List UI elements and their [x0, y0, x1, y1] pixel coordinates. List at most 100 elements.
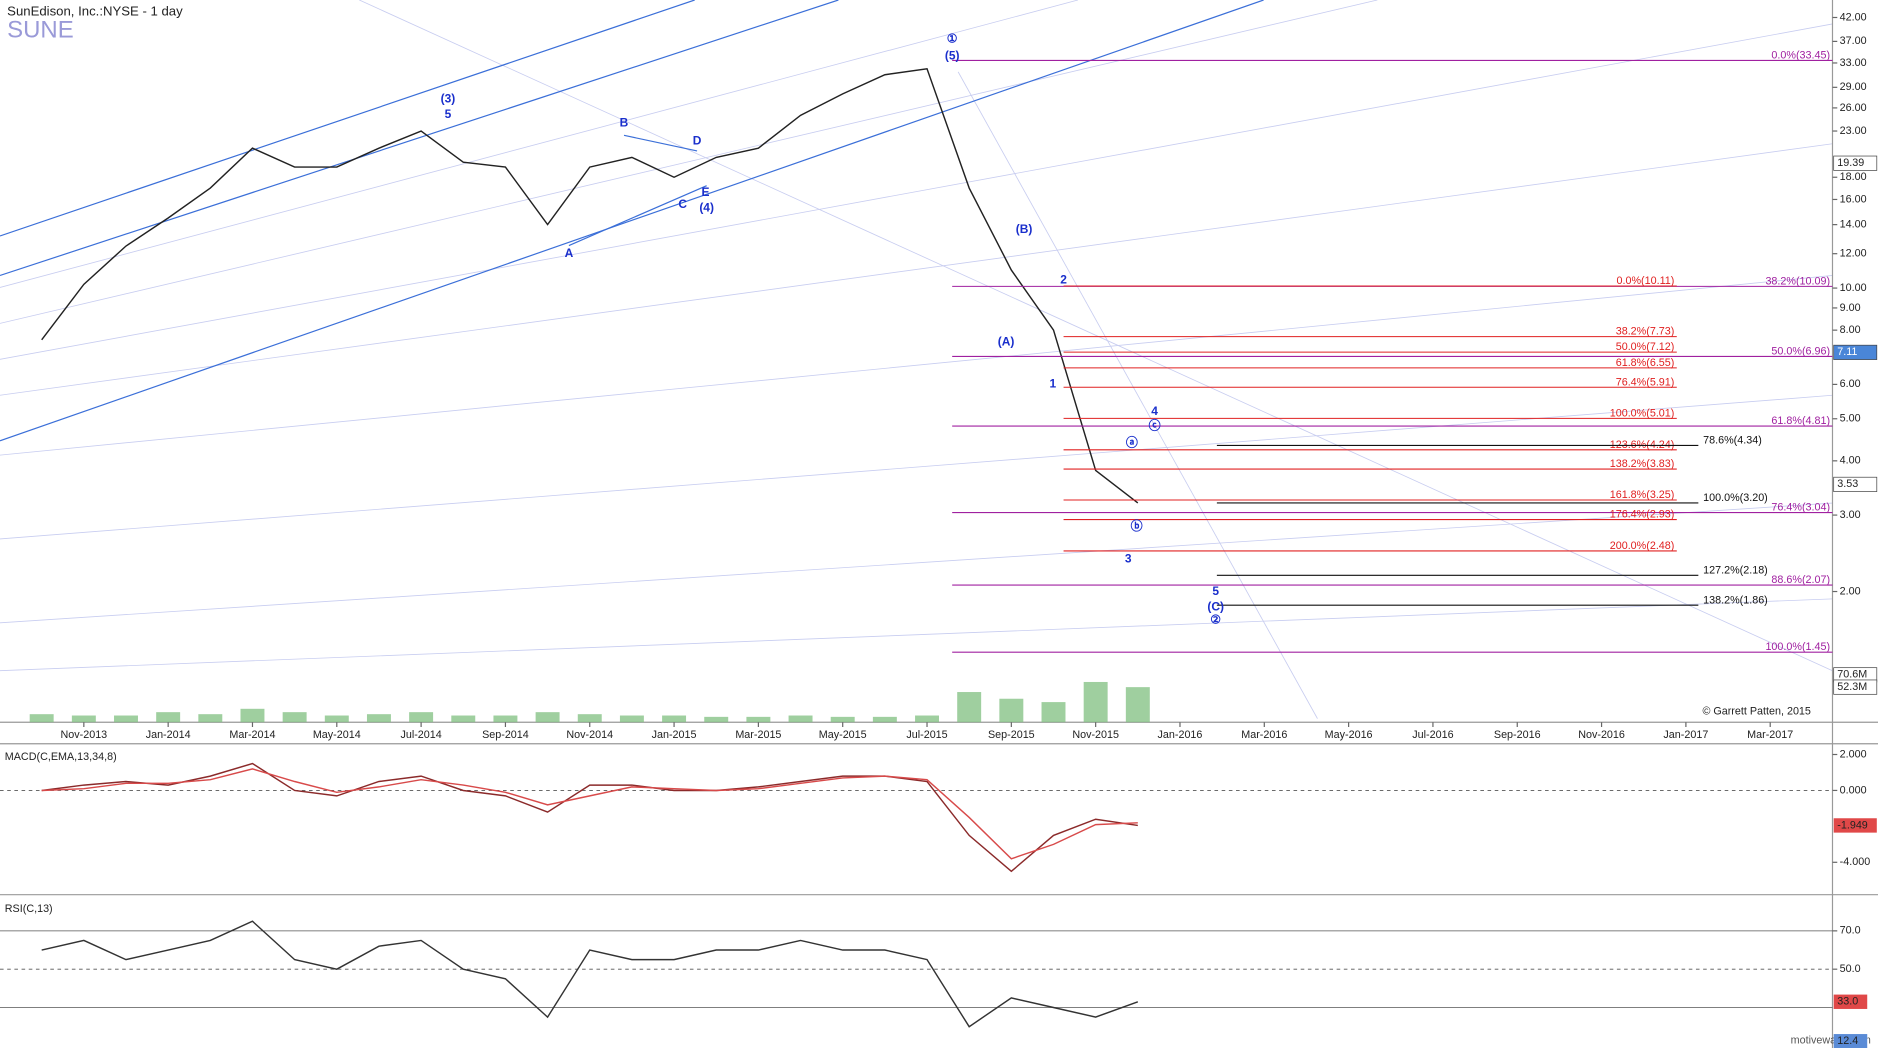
- y-tick-label: 50.0: [1840, 963, 1861, 975]
- chart-title: SunEdison, Inc.:NYSE - 1 day: [7, 3, 183, 18]
- x-tick-label: May-2015: [819, 729, 867, 741]
- x-tick-label: Jan-2016: [1158, 729, 1203, 741]
- x-tick-label: Nov-2014: [566, 729, 613, 741]
- wave-label: B: [620, 116, 629, 130]
- series-line: [41, 920, 1139, 1028]
- value-marker: [1833, 1034, 1868, 1048]
- x-tick-label: Sep-2015: [988, 729, 1035, 741]
- value-marker: [1833, 679, 1878, 695]
- wave-label: E: [701, 185, 709, 199]
- y-tick-label: 29.00: [1840, 81, 1867, 93]
- y-tick-label: 18.00: [1840, 171, 1867, 183]
- wave-label: C: [678, 197, 687, 211]
- value-marker-label: -1.949: [1837, 819, 1868, 831]
- wave-label: 5: [1212, 584, 1219, 598]
- x-tick-label: Mar-2017: [1747, 729, 1793, 741]
- gann-fan: [0, 0, 1833, 719]
- y-tick-label: 2.00: [1840, 585, 1861, 597]
- volume-bar: [324, 715, 349, 723]
- value-marker: [1833, 818, 1877, 833]
- volume-bar: [1041, 702, 1066, 723]
- fib-label: 50.0%(7.12): [1616, 341, 1675, 353]
- y-tick-label: 70.0: [1840, 925, 1861, 937]
- x-tick-label: Nov-2013: [60, 729, 107, 741]
- fib-label: 123.6%(4.24): [1610, 439, 1675, 451]
- fib-label: 100.0%(5.01): [1610, 407, 1675, 419]
- x-tick-label: Sep-2014: [482, 729, 529, 741]
- x-tick-label: Jan-2015: [652, 729, 697, 741]
- fib-label: 100.0%(3.20): [1703, 492, 1768, 504]
- volume-bar: [366, 714, 391, 723]
- x-tick-label: Jul-2016: [1412, 729, 1453, 741]
- fib-label: 78.6%(4.34): [1703, 435, 1762, 447]
- series-line: [41, 768, 1138, 860]
- value-marker-label: 3.53: [1837, 478, 1858, 490]
- wave-label: (4): [699, 201, 714, 215]
- volume-bar: [198, 714, 223, 723]
- wave-label: 4: [1151, 404, 1158, 418]
- wave-label: A: [565, 246, 574, 260]
- x-tick-label: May-2014: [313, 729, 361, 741]
- y-tick-label: 10.00: [1840, 282, 1867, 294]
- x-tick-label: Mar-2014: [229, 729, 275, 741]
- fib-label: 0.0%(33.45): [1771, 49, 1830, 61]
- volume-bar: [872, 716, 897, 723]
- y-tick-label: 3.00: [1840, 509, 1861, 521]
- y-tick-label: 2.000: [1840, 748, 1867, 760]
- x-tick-label: Nov-2016: [1578, 729, 1625, 741]
- y-tick-label: 33.00: [1840, 57, 1867, 69]
- fib-label: 0.0%(10.11): [1617, 275, 1675, 287]
- y-tick-label: 8.00: [1840, 324, 1861, 336]
- wave-label: (3): [441, 92, 456, 106]
- x-tick-label: Nov-2015: [1072, 729, 1119, 741]
- x-tick-label: Jan-2014: [146, 729, 191, 741]
- volume-bar: [493, 715, 518, 723]
- volume-bar: [957, 692, 982, 723]
- wave-label: ⓐ: [1126, 434, 1138, 449]
- value-marker-label: 33.0: [1837, 996, 1858, 1008]
- wave-label: ⓒ: [1149, 418, 1161, 433]
- value-marker-label: 7.11: [1837, 346, 1857, 358]
- wave-label: ⓑ: [1131, 518, 1143, 533]
- y-tick-label: 42.00: [1840, 11, 1867, 23]
- panel-title: RSI(C,13): [5, 903, 53, 915]
- volume-bar: [1125, 687, 1150, 723]
- volume-bar: [409, 712, 434, 723]
- fib-label: 127.2%(2.18): [1703, 564, 1768, 576]
- y-tick-label: 23.00: [1840, 125, 1867, 137]
- trend-channel: [0, 0, 1264, 442]
- wave-label: (C): [1207, 599, 1224, 613]
- value-marker-label: 52.3M: [1837, 681, 1867, 693]
- fib-label: 61.8%(4.81): [1771, 415, 1830, 427]
- volume-bar: [915, 715, 939, 723]
- wave-label: (B): [1016, 222, 1033, 236]
- fib-label: 88.6%(2.07): [1771, 574, 1830, 586]
- fib-label: 100.0%(1.45): [1765, 641, 1830, 653]
- wave-label: (5): [945, 48, 960, 62]
- x-tick-label: Sep-2016: [1494, 729, 1541, 741]
- fib-label: 176.4%(2.93): [1610, 509, 1675, 521]
- fib-label: 138.2%(1.86): [1703, 594, 1768, 606]
- x-tick-label: Mar-2016: [1241, 729, 1287, 741]
- wave-label: (A): [998, 335, 1015, 349]
- volume-bar: [1083, 681, 1108, 723]
- value-marker-label: 70.6M: [1837, 669, 1867, 681]
- y-tick-label: 26.00: [1840, 102, 1867, 114]
- volume-bar: [451, 715, 476, 723]
- wave-label: 5: [445, 107, 452, 121]
- fib-label: 38.2%(7.73): [1616, 326, 1675, 338]
- x-tick-label: Jul-2015: [906, 729, 947, 741]
- x-tick-label: Jan-2017: [1663, 729, 1708, 741]
- volume-bar: [662, 715, 687, 723]
- series-line: [41, 762, 1138, 873]
- fib-label: 161.8%(3.25): [1610, 489, 1675, 501]
- x-tick-label: Mar-2015: [735, 729, 781, 741]
- y-tick-label: 5.00: [1840, 413, 1861, 425]
- volume-bar: [704, 716, 729, 723]
- value-marker-label: 12.4: [1837, 1035, 1858, 1047]
- value-marker-label: 19.39: [1837, 157, 1864, 169]
- wave-label: D: [693, 133, 702, 147]
- volume-bar: [156, 712, 181, 723]
